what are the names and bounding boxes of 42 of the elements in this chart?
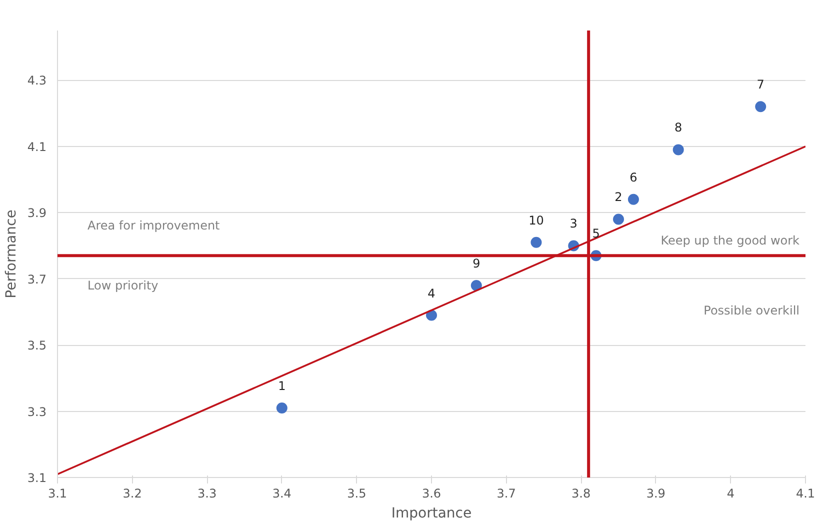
annotation: Keep up the good work (660, 234, 800, 248)
x-tick-label: 3.9 (646, 486, 666, 500)
annotation: 7 (756, 78, 764, 92)
y-tick-label: 4.1 (27, 140, 47, 154)
annotation: 9 (472, 256, 480, 270)
x-axis-title: Importance (391, 506, 472, 522)
x-tick-label: 3.3 (198, 486, 217, 500)
x-tick-label: 3.4 (272, 486, 292, 500)
annotation: 6 (630, 170, 638, 184)
x-tick-label: 3.5 (347, 486, 366, 500)
x-tick-label: 4.1 (796, 486, 816, 500)
annotation: Possible overkill (704, 304, 800, 318)
annotation: Low priority (88, 278, 158, 293)
y-tick-label: 3.5 (27, 338, 47, 353)
annotation: 1 (278, 378, 286, 393)
annotation: 3 (570, 216, 578, 231)
y-tick-label: 3.7 (27, 272, 47, 286)
y-axis-title: Performance (3, 210, 20, 298)
y-tick-label: 4.3 (27, 74, 47, 88)
annotation: 10 (528, 213, 544, 228)
y-tick-label: 3.3 (27, 404, 47, 419)
x-tick-label: 3.6 (422, 486, 442, 500)
point (276, 402, 288, 414)
x-tick-label: 3.2 (122, 486, 142, 500)
x-tick-label: 3.8 (572, 486, 591, 500)
annotation: 8 (674, 120, 682, 135)
x-tick-label: 3.1 (48, 486, 68, 500)
point (755, 101, 766, 112)
y-tick-label: 3.9 (27, 206, 47, 220)
point (628, 194, 639, 205)
point (426, 310, 437, 321)
point (470, 280, 482, 291)
y-tick-label: 3.1 (27, 471, 47, 485)
x-tick-label: 3.7 (496, 486, 516, 500)
x-tick-label: 4 (726, 486, 735, 500)
annotation: Area for improvement (88, 218, 220, 233)
point (672, 144, 684, 156)
annotation: 2 (614, 190, 622, 204)
point (530, 236, 542, 248)
point (613, 214, 624, 225)
annotation: 4 (428, 286, 436, 300)
annotation: 5 (592, 226, 600, 241)
